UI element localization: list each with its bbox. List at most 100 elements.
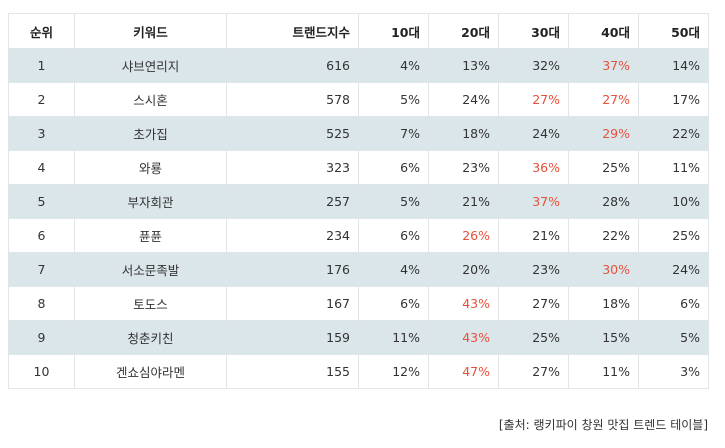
- cell-keyword: 스시혼: [74, 82, 227, 117]
- cell-age-50s: 10%: [638, 184, 709, 219]
- cell-trend-index: 167: [226, 286, 359, 321]
- cell-age-50s: 3%: [638, 354, 709, 389]
- table-row: 4 와룡 323 6% 23% 36% 25% 11%: [8, 150, 709, 185]
- table-row: 5 부자회관 257 5% 21% 37% 28% 10%: [8, 184, 709, 219]
- cell-age-20s: 13%: [428, 48, 499, 83]
- cell-trend-index: 155: [226, 354, 359, 389]
- cell-age-40s: 37%: [568, 48, 639, 83]
- header-trend-index: 트랜드지수: [226, 13, 359, 49]
- table-row: 8 토도스 167 6% 43% 27% 18% 6%: [8, 286, 709, 321]
- cell-age-50s: 22%: [638, 116, 709, 151]
- cell-keyword: 와룡: [74, 150, 227, 185]
- trend-table: 순위 키워드 트랜드지수 10대 20대 30대 40대 50대 1 샤브연리지 6…: [8, 13, 709, 389]
- cell-age-30s: 37%: [498, 184, 569, 219]
- cell-age-40s: 30%: [568, 252, 639, 287]
- cell-age-40s: 22%: [568, 218, 639, 253]
- cell-trend-index: 234: [226, 218, 359, 253]
- header-age-10s: 10대: [358, 13, 429, 49]
- cell-age-20s: 43%: [428, 320, 499, 355]
- trend-table-container: 순위 키워드 트랜드지수 10대 20대 30대 40대 50대 1 샤브연리지 6…: [8, 13, 709, 389]
- cell-keyword: 샤브연리지: [74, 48, 227, 83]
- cell-age-40s: 15%: [568, 320, 639, 355]
- cell-keyword: 서소문족발: [74, 252, 227, 287]
- cell-age-10s: 12%: [358, 354, 429, 389]
- table-row: 10 겐쇼심야라멘 155 12% 47% 27% 11% 3%: [8, 354, 709, 389]
- cell-age-20s: 23%: [428, 150, 499, 185]
- cell-age-50s: 5%: [638, 320, 709, 355]
- cell-rank: 4: [8, 150, 75, 185]
- table-body: 1 샤브연리지 616 4% 13% 32% 37% 14% 2 스시혼 578 5% 24% 27% 27…: [8, 48, 709, 389]
- cell-age-20s: 18%: [428, 116, 499, 151]
- cell-age-10s: 6%: [358, 150, 429, 185]
- cell-age-50s: 17%: [638, 82, 709, 117]
- header-keyword: 키워드: [74, 13, 227, 49]
- cell-age-10s: 4%: [358, 48, 429, 83]
- cell-keyword: 토도스: [74, 286, 227, 321]
- table-row: 7 서소문족발 176 4% 20% 23% 30% 24%: [8, 252, 709, 287]
- source-caption: [출처: 랭키파이 창원 맛집 트렌드 테이블]: [498, 418, 708, 432]
- cell-age-10s: 5%: [358, 82, 429, 117]
- cell-age-40s: 25%: [568, 150, 639, 185]
- cell-age-30s: 36%: [498, 150, 569, 185]
- cell-age-20s: 21%: [428, 184, 499, 219]
- cell-age-40s: 28%: [568, 184, 639, 219]
- cell-age-30s: 27%: [498, 354, 569, 389]
- cell-age-20s: 20%: [428, 252, 499, 287]
- cell-age-30s: 25%: [498, 320, 569, 355]
- cell-age-50s: 6%: [638, 286, 709, 321]
- cell-rank: 6: [8, 218, 75, 253]
- cell-age-20s: 47%: [428, 354, 499, 389]
- cell-trend-index: 159: [226, 320, 359, 355]
- cell-age-20s: 24%: [428, 82, 499, 117]
- cell-age-30s: 23%: [498, 252, 569, 287]
- cell-age-40s: 18%: [568, 286, 639, 321]
- cell-age-50s: 25%: [638, 218, 709, 253]
- cell-keyword: 부자회관: [74, 184, 227, 219]
- table-row: 6 퓬퓬 234 6% 26% 21% 22% 25%: [8, 218, 709, 253]
- cell-age-10s: 4%: [358, 252, 429, 287]
- cell-age-30s: 32%: [498, 48, 569, 83]
- cell-trend-index: 578: [226, 82, 359, 117]
- cell-trend-index: 176: [226, 252, 359, 287]
- cell-trend-index: 257: [226, 184, 359, 219]
- cell-age-40s: 11%: [568, 354, 639, 389]
- table-row: 3 초가집 525 7% 18% 24% 29% 22%: [8, 116, 709, 151]
- cell-rank: 5: [8, 184, 75, 219]
- cell-keyword: 퓬퓬: [74, 218, 227, 253]
- header-age-30s: 30대: [498, 13, 569, 49]
- header-rank: 순위: [8, 13, 75, 49]
- cell-trend-index: 323: [226, 150, 359, 185]
- header-age-40s: 40대: [568, 13, 639, 49]
- cell-rank: 8: [8, 286, 75, 321]
- cell-age-10s: 6%: [358, 218, 429, 253]
- cell-trend-index: 616: [226, 48, 359, 83]
- table-header-row: 순위 키워드 트랜드지수 10대 20대 30대 40대 50대: [8, 13, 709, 49]
- cell-age-30s: 27%: [498, 286, 569, 321]
- cell-age-10s: 7%: [358, 116, 429, 151]
- cell-age-10s: 5%: [358, 184, 429, 219]
- cell-age-50s: 11%: [638, 150, 709, 185]
- cell-trend-index: 525: [226, 116, 359, 151]
- cell-age-20s: 26%: [428, 218, 499, 253]
- table-row: 1 샤브연리지 616 4% 13% 32% 37% 14%: [8, 48, 709, 83]
- cell-rank: 10: [8, 354, 75, 389]
- cell-rank: 9: [8, 320, 75, 355]
- cell-age-10s: 11%: [358, 320, 429, 355]
- cell-rank: 2: [8, 82, 75, 117]
- cell-age-10s: 6%: [358, 286, 429, 321]
- cell-keyword: 초가집: [74, 116, 227, 151]
- cell-keyword: 겐쇼심야라멘: [74, 354, 227, 389]
- table-row: 2 스시혼 578 5% 24% 27% 27% 17%: [8, 82, 709, 117]
- cell-age-30s: 24%: [498, 116, 569, 151]
- table-row: 9 청춘키친 159 11% 43% 25% 15% 5%: [8, 320, 709, 355]
- cell-rank: 1: [8, 48, 75, 83]
- cell-age-50s: 14%: [638, 48, 709, 83]
- cell-keyword: 청춘키친: [74, 320, 227, 355]
- cell-age-20s: 43%: [428, 286, 499, 321]
- cell-age-40s: 29%: [568, 116, 639, 151]
- cell-rank: 7: [8, 252, 75, 287]
- header-age-50s: 50대: [638, 13, 709, 49]
- cell-age-50s: 24%: [638, 252, 709, 287]
- cell-age-40s: 27%: [568, 82, 639, 117]
- cell-age-30s: 21%: [498, 218, 569, 253]
